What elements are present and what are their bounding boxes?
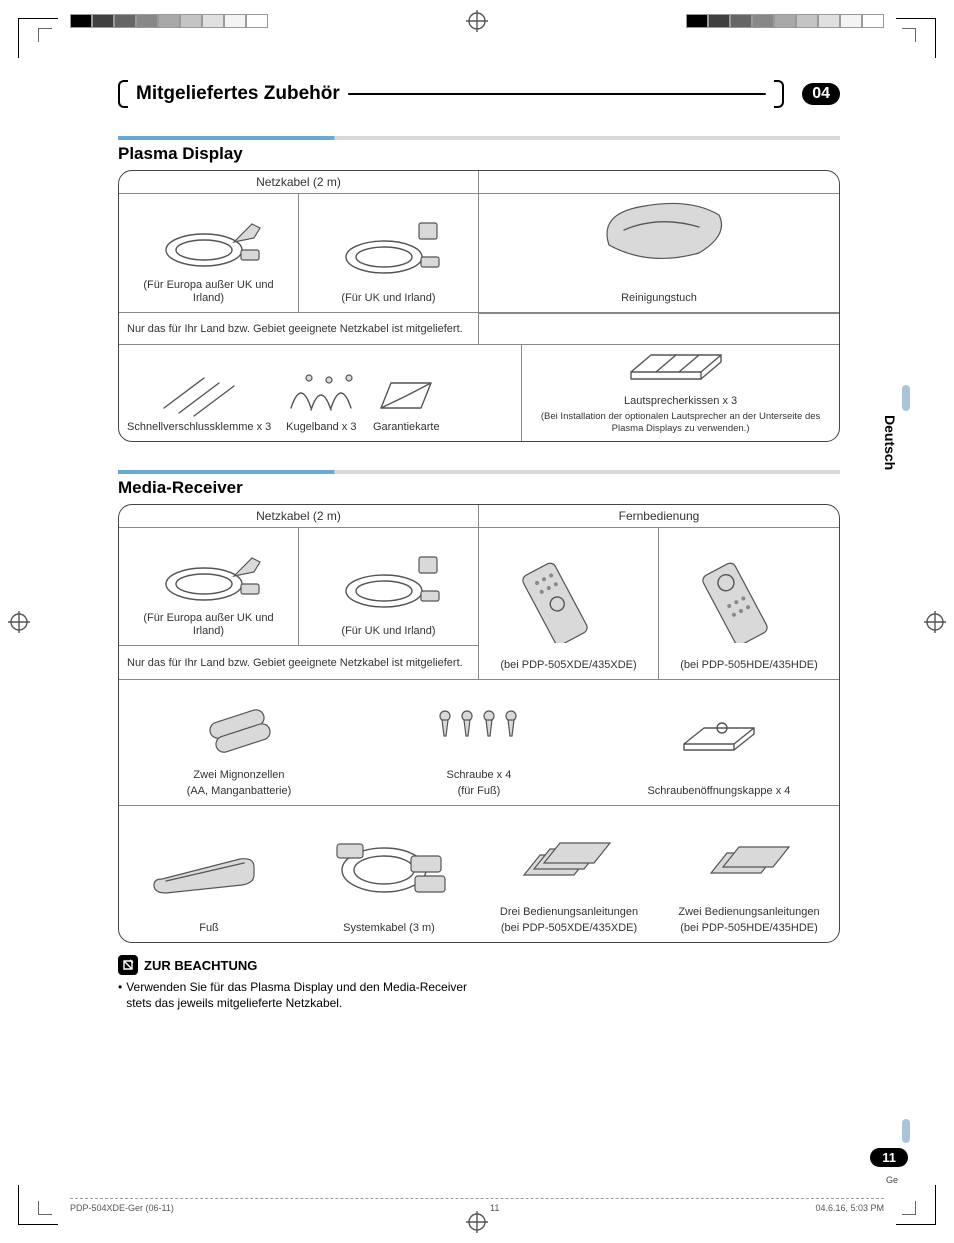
remote-xde-caption: (bei PDP-505XDE/435XDE) — [500, 659, 636, 673]
page-number: 11 — [870, 1148, 908, 1167]
power-cable-uk-icon — [307, 534, 470, 622]
section-title-plasma: Plasma Display — [118, 144, 840, 164]
section-rule — [118, 470, 840, 474]
cloth-caption: Reinigungstuch — [621, 292, 697, 306]
heading-rule — [348, 93, 766, 95]
clamp-icon — [127, 368, 271, 418]
notice-body: Verwenden Sie für das Plasma Display und… — [126, 979, 478, 1011]
speaker-cushion-cell: Lautsprecherkissen x 3 (Bei Installation… — [522, 345, 839, 441]
print-colorbar — [70, 14, 268, 28]
print-colorbar — [686, 14, 884, 28]
syscable-caption: Systemkabel (3 m) — [343, 922, 435, 936]
power-cable-eu-icon — [127, 199, 290, 276]
crop-mark-inner — [38, 28, 52, 42]
crop-mark-inner — [902, 1201, 916, 1215]
cloth-cell-main: Reinigungstuch — [479, 170, 839, 313]
foot-icon — [127, 812, 291, 919]
section-rule — [118, 136, 840, 140]
power-header: Netzkabel (2 m) — [119, 171, 479, 194]
caps-cell: Schraubenöffnungskappe x 4 — [599, 680, 839, 806]
manuals-2-icon — [667, 812, 831, 903]
tie-icon — [281, 368, 361, 418]
screw-caps-icon — [607, 686, 831, 782]
remote-hde-cell: (bei PDP-505HDE/435HDE) — [659, 528, 839, 680]
registration-mark — [466, 10, 488, 32]
tie-caption: Kugelband x 3 — [286, 421, 356, 435]
manuals3-caption-1: Drei Bedienungsanleitungen — [500, 906, 638, 920]
section-title-media: Media-Receiver — [118, 478, 840, 498]
chapter-number-badge: 04 — [802, 83, 840, 105]
manuals3-cell: Drei Bedienungsanleitungen (bei PDP-505X… — [479, 806, 659, 942]
bullet: • — [118, 979, 122, 1011]
batteries-icon — [127, 686, 351, 766]
footer-timestamp: 04.6.16, 5:03 PM — [815, 1203, 884, 1213]
page-language-code: Ge — [886, 1175, 898, 1185]
cleaning-cloth-icon — [487, 171, 831, 289]
power-eu-caption: (Für Europa außer UK und Irland) — [127, 279, 290, 307]
print-footer: PDP-504XDE-Ger (06-11) 11 04.6.16, 5:03 … — [70, 1198, 884, 1213]
registration-mark — [8, 611, 30, 633]
crop-mark-inner — [38, 1201, 52, 1215]
remote-xde-icon — [487, 534, 650, 656]
crop-mark-inner — [902, 28, 916, 42]
plasma-accessories-box: Netzkabel (2 m) (Für Europa außer UK und… — [118, 170, 840, 442]
page-title: Mitgeliefertes Zubehör — [136, 83, 340, 105]
manuals-3-icon — [487, 812, 651, 903]
notice-title: ZUR BEACHTUNG — [144, 958, 257, 973]
remote-xde-cell: (bei PDP-505XDE/435XDE) — [479, 528, 659, 680]
remote-hde-icon — [667, 534, 831, 656]
foot-cell: Fuß — [119, 806, 299, 942]
registration-mark — [924, 611, 946, 633]
power-cable-eu-icon — [127, 534, 290, 609]
screws-cell: Schraube x 4 (für Fuß) — [359, 680, 599, 806]
speaker-cushion-caption: Lautsprecherkissen x 3 — [624, 395, 737, 409]
screws-icon — [367, 686, 591, 766]
remote-hde-caption: (bei PDP-505HDE/435HDE) — [680, 659, 818, 673]
manuals2-caption-2: (bei PDP-505HDE/435HDE) — [680, 922, 818, 936]
batteries-cell: Zwei Mignonzellen (AA, Manganbatterie) — [119, 680, 359, 806]
media-power-uk: (Für UK und Irland) — [299, 528, 479, 646]
media-power-note: Nur das für Ihr Land bzw. Gebiet geeigne… — [119, 646, 479, 680]
power-uk-caption: (Für UK und Irland) — [341, 292, 435, 306]
speaker-cushion-note: (Bei Installation der optionalen Lautspr… — [530, 411, 831, 435]
footer-doc: PDP-504XDE-Ger (06-11) — [70, 1203, 174, 1213]
warranty-icon — [371, 368, 441, 418]
media-power-header: Netzkabel (2 m) — [119, 505, 479, 528]
remote-header: Fernbedienung — [479, 505, 839, 528]
foot-caption: Fuß — [199, 922, 219, 936]
batteries-caption-1: Zwei Mignonzellen — [193, 769, 284, 783]
media-accessories-box: Netzkabel (2 m) Fernbedienung (Für Europ… — [118, 504, 840, 943]
clamp-tie-warranty-cell: Schnellverschlussklemme x 3 Kugelband x … — [119, 345, 522, 441]
power-note: Nur das für Ihr Land bzw. Gebiet geeigne… — [119, 313, 479, 345]
chapter-heading: Mitgeliefertes Zubehör 04 — [118, 80, 840, 108]
syscable-cell: Systemkabel (3 m) — [299, 806, 479, 942]
power-cable-uk-icon — [307, 199, 470, 289]
power-eu-cell: (Für Europa außer UK und Irland) — [119, 193, 299, 313]
manuals2-caption-1: Zwei Bedienungsanleitungen — [678, 906, 819, 920]
notice-block: ZUR BEACHTUNG •Verwenden Sie für das Pla… — [118, 955, 840, 1011]
warranty-caption: Garantiekarte — [373, 421, 440, 435]
heading-bracket — [118, 80, 128, 108]
media-power-eu: (Für Europa außer UK und Irland) — [119, 528, 299, 646]
page-number-accent — [902, 1119, 910, 1143]
media-power-eu-caption: (Für Europa außer UK und Irland) — [127, 612, 290, 640]
system-cable-icon — [307, 812, 471, 919]
registration-mark — [466, 1211, 488, 1233]
manuals2-cell: Zwei Bedienungsanleitungen (bei PDP-505H… — [659, 806, 839, 942]
note-icon — [118, 955, 138, 975]
power-uk-cell: (Für UK und Irland) — [299, 193, 479, 313]
footer-page: 11 — [490, 1203, 499, 1213]
language-tab-accent — [902, 385, 910, 411]
screws-caption-1: Schraube x 4 — [447, 769, 512, 783]
clamp-caption: Schnellverschlussklemme x 3 — [127, 421, 271, 435]
manuals3-caption-2: (bei PDP-505XDE/435XDE) — [501, 922, 637, 936]
caps-caption: Schraubenöffnungskappe x 4 — [647, 785, 790, 799]
language-tab: Deutsch — [882, 415, 898, 470]
batteries-caption-2: (AA, Manganbatterie) — [187, 785, 292, 799]
heading-bracket — [774, 80, 784, 108]
media-power-uk-caption: (Für UK und Irland) — [341, 625, 435, 639]
screws-caption-2: (für Fuß) — [458, 785, 501, 799]
speaker-cushion-icon — [530, 332, 831, 392]
